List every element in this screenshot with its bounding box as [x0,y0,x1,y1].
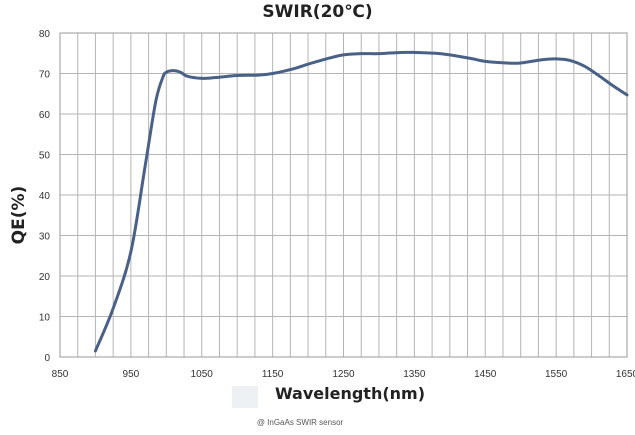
y-axis-tick-labels: 0 10 20 30 40 50 60 70 80 [39,29,51,364]
data-point [112,307,115,310]
data-point [172,69,175,72]
series-line-0 [93,50,629,353]
x-tick-label: 1150 [262,369,284,380]
y-tick-label: 50 [39,151,51,162]
data-point [626,93,629,96]
x-tick-label: 1350 [403,369,426,380]
y-tick-label: 20 [39,272,51,283]
y-tick-label: 80 [39,29,51,40]
y-tick-label: 10 [39,313,51,324]
data-point [200,77,203,80]
y-tick-label: 60 [39,110,51,121]
y-tick-label: 0 [44,353,50,364]
x-tick-label: 1050 [191,369,214,380]
data-point [470,57,473,60]
vertical-gridlines [77,33,610,357]
y-tick-label: 40 [39,191,51,202]
data-point [360,52,363,55]
series-layer [93,50,629,353]
data-point [186,75,189,78]
data-point [434,52,437,55]
data-point [129,250,132,253]
x-tick-label: 950 [123,369,140,380]
data-point [597,74,600,77]
data-point [144,165,147,168]
data-point [94,349,97,352]
x-tick-label: 1650 [616,369,635,380]
data-point [484,60,487,63]
data-point [448,53,451,56]
x-tick-label: 1250 [332,369,355,380]
axis-label-patch [232,386,258,408]
data-point [540,58,543,61]
y-tick-label: 30 [39,232,51,243]
chart-title: SWIR(20℃) [262,2,373,22]
data-point [342,53,345,56]
data-point [505,61,508,64]
data-point [611,84,614,87]
x-tick-label: 850 [52,369,69,380]
watermark-caption: @ InGaAs SWIR sensor [256,418,344,427]
data-point [271,72,274,75]
data-point [555,57,558,60]
data-point [165,71,168,74]
x-tick-label: 1450 [474,369,497,380]
data-point [307,63,310,66]
data-point [161,76,164,79]
y-axis-label: QE(%) [9,186,29,245]
data-point [569,59,572,62]
data-point [214,76,217,79]
x-axis-tick-labels: 850 950 1050 1150 1250 1350 1450 1550 1650 [52,369,635,380]
data-point [154,100,157,103]
data-point [179,71,182,74]
data-point [377,52,380,55]
x-axis-label: Wavelength(nm) [274,384,426,403]
data-point [413,51,416,54]
x-tick-label: 1550 [545,369,568,380]
data-point [236,74,239,77]
plot-area-frame [59,32,628,358]
data-point [519,61,522,64]
data-point [399,51,402,54]
data-point [292,67,295,70]
data-point [583,65,586,68]
y-tick-label: 70 [39,70,51,81]
data-point [328,57,331,60]
data-point [257,74,260,77]
